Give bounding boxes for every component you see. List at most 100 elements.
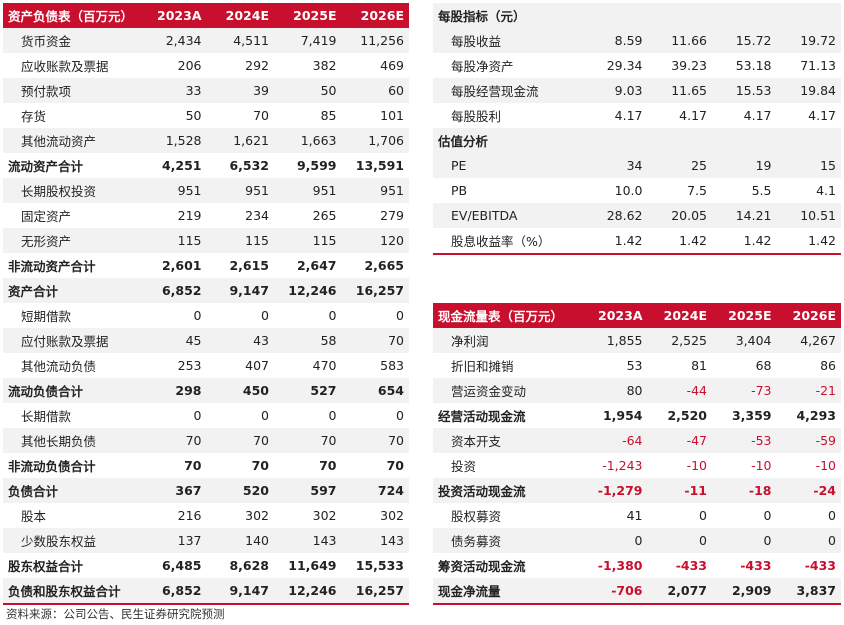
row-value: 81 — [691, 358, 707, 373]
row-value: 2,909 — [712, 578, 777, 605]
row-value: 219 — [177, 208, 202, 223]
row-value: 140 — [206, 528, 274, 553]
table-row: 现金净流量 -706 2,077 2,909 3,837 — [433, 578, 841, 605]
row-value: 70 — [251, 458, 269, 473]
table-title: 资产负债表（百万元） — [3, 3, 139, 28]
row-value: 4.17 — [679, 108, 707, 123]
per-share-valuation-table: 每股指标（元） 每股收益 8.59 11.66 15.72 19.72 每股净资产 29.34… — [433, 3, 841, 255]
balance-sheet-table: 资产负债表（百万元） 2023A 2024E 2025E 2026E 货币资金 2,434 4… — [3, 3, 409, 605]
row-value: 15.72 — [712, 28, 777, 53]
row-label: 无形资产 — [3, 228, 139, 253]
row-label: 预付款项 — [3, 78, 139, 103]
row-value: 68 — [755, 358, 772, 373]
row-value: 8,628 — [229, 558, 269, 573]
row-label: 净利润 — [433, 328, 583, 353]
row-value: -44 — [647, 378, 712, 403]
table-row: 货币资金 2,434 4,511 7,419 11,256 — [3, 28, 409, 53]
table-row: 营运资金变动 80 -44 -73 -21 — [433, 378, 841, 403]
row-label: 长期借款 — [21, 409, 72, 424]
row-value: 120 — [341, 228, 409, 253]
table-row: PE 34 25 19 15 — [433, 153, 841, 178]
table-row: 其他流动资产 1,528 1,621 1,663 1,706 — [3, 128, 409, 153]
row-value: 85 — [320, 108, 337, 123]
row-label: 每股净资产 — [451, 59, 514, 74]
row-label: 资本开支 — [433, 428, 583, 453]
row-value: 2,525 — [647, 328, 712, 353]
row-value: 3,837 — [776, 578, 841, 605]
row-value: 0 — [699, 508, 707, 523]
row-value: 6,485 — [161, 558, 202, 573]
row-value: 4.17 — [614, 108, 643, 123]
row-label: 负债合计 — [3, 478, 139, 503]
table-row: EV/EBITDA 28.62 20.05 14.21 10.51 — [433, 203, 841, 228]
table-row: 股权募资 41 0 0 0 — [433, 503, 841, 528]
row-value: 407 — [245, 358, 269, 373]
section-title: 每股指标（元） — [433, 3, 841, 28]
row-value: -64 — [583, 428, 648, 453]
row-value: 70 — [184, 458, 202, 473]
row-value: 1.42 — [712, 228, 777, 255]
cash-flow-table: 现金流量表（百万元） 2023A 2024E 2025E 2026E 净利润 1,855 2,… — [433, 303, 841, 605]
row-value: 2,434 — [139, 28, 207, 53]
row-label: 应付账款及票据 — [3, 328, 139, 353]
row-label: 筹资活动现金流 — [438, 559, 526, 574]
row-value: -433 — [675, 558, 707, 573]
table-row: 其他流动负债 253 407 470 583 — [3, 353, 409, 378]
table-row: 无形资产 115 115 115 120 — [3, 228, 409, 253]
row-value: 0 — [828, 508, 836, 523]
table-row: 非流动资产合计 2,601 2,615 2,647 2,665 — [3, 253, 409, 278]
row-value: 9.03 — [583, 78, 648, 103]
table-row: 筹资活动现金流 -1,380 -433 -433 -433 — [433, 553, 841, 578]
row-value: 1,954 — [602, 408, 643, 423]
row-value: 4.17 — [743, 108, 772, 123]
table-row: 流动负债合计 298 450 527 654 — [3, 378, 409, 403]
row-label: 流动负债合计 — [3, 378, 139, 403]
row-value: 265 — [312, 208, 337, 223]
section-title-row: 每股指标（元） — [433, 3, 841, 28]
row-value: 367 — [139, 478, 207, 503]
row-value: 2,077 — [647, 578, 712, 605]
row-label: 应收账款及票据 — [21, 59, 109, 74]
row-value: 302 — [380, 508, 404, 523]
row-value: -1,243 — [602, 458, 643, 473]
row-label: PB — [451, 183, 468, 198]
row-value: 298 — [139, 378, 207, 403]
table-row: 应收账款及票据 206 292 382 469 — [3, 53, 409, 78]
row-value: 50 — [185, 108, 202, 123]
row-value: -10 — [751, 458, 772, 473]
row-value: 292 — [245, 58, 269, 73]
row-value: 11,256 — [341, 28, 409, 53]
row-value: 53 — [626, 358, 643, 373]
row-value: 15.53 — [712, 78, 777, 103]
row-value: 1.42 — [776, 228, 841, 255]
row-value: -47 — [647, 428, 712, 453]
row-value: 15 — [776, 153, 841, 178]
row-value: 583 — [380, 358, 404, 373]
row-value: -73 — [712, 378, 777, 403]
row-value: 654 — [341, 378, 409, 403]
row-value: 29.34 — [606, 58, 643, 73]
row-value: 951 — [139, 178, 207, 203]
row-value: 7.5 — [687, 183, 707, 198]
per-share-body: 每股指标（元） 每股收益 8.59 11.66 15.72 19.72 每股净资产 29.34… — [433, 3, 841, 255]
table-row: PB 10.0 7.5 5.5 4.1 — [433, 178, 841, 203]
row-value: 216 — [177, 508, 202, 523]
row-value: 9,147 — [206, 278, 274, 303]
table-row: 股息收益率（%） 1.42 1.42 1.42 1.42 — [433, 228, 841, 255]
row-value: 11.65 — [647, 78, 712, 103]
row-value: 12,246 — [274, 578, 342, 605]
row-value: 279 — [380, 208, 404, 223]
row-value: -706 — [583, 578, 648, 605]
row-label: 少数股东权益 — [3, 528, 139, 553]
row-value: 53.18 — [735, 58, 772, 73]
row-value: 70 — [253, 108, 269, 123]
row-value: 0 — [193, 308, 202, 323]
row-value: 0 — [193, 408, 202, 423]
row-label: 资产合计 — [3, 278, 139, 303]
row-label: 投资 — [451, 459, 477, 474]
row-value: 143 — [274, 528, 342, 553]
row-label: 每股经营现金流 — [433, 78, 583, 103]
row-label: 债务募资 — [433, 528, 583, 553]
row-value: 8.59 — [583, 28, 648, 53]
row-value: 4,251 — [161, 158, 202, 173]
